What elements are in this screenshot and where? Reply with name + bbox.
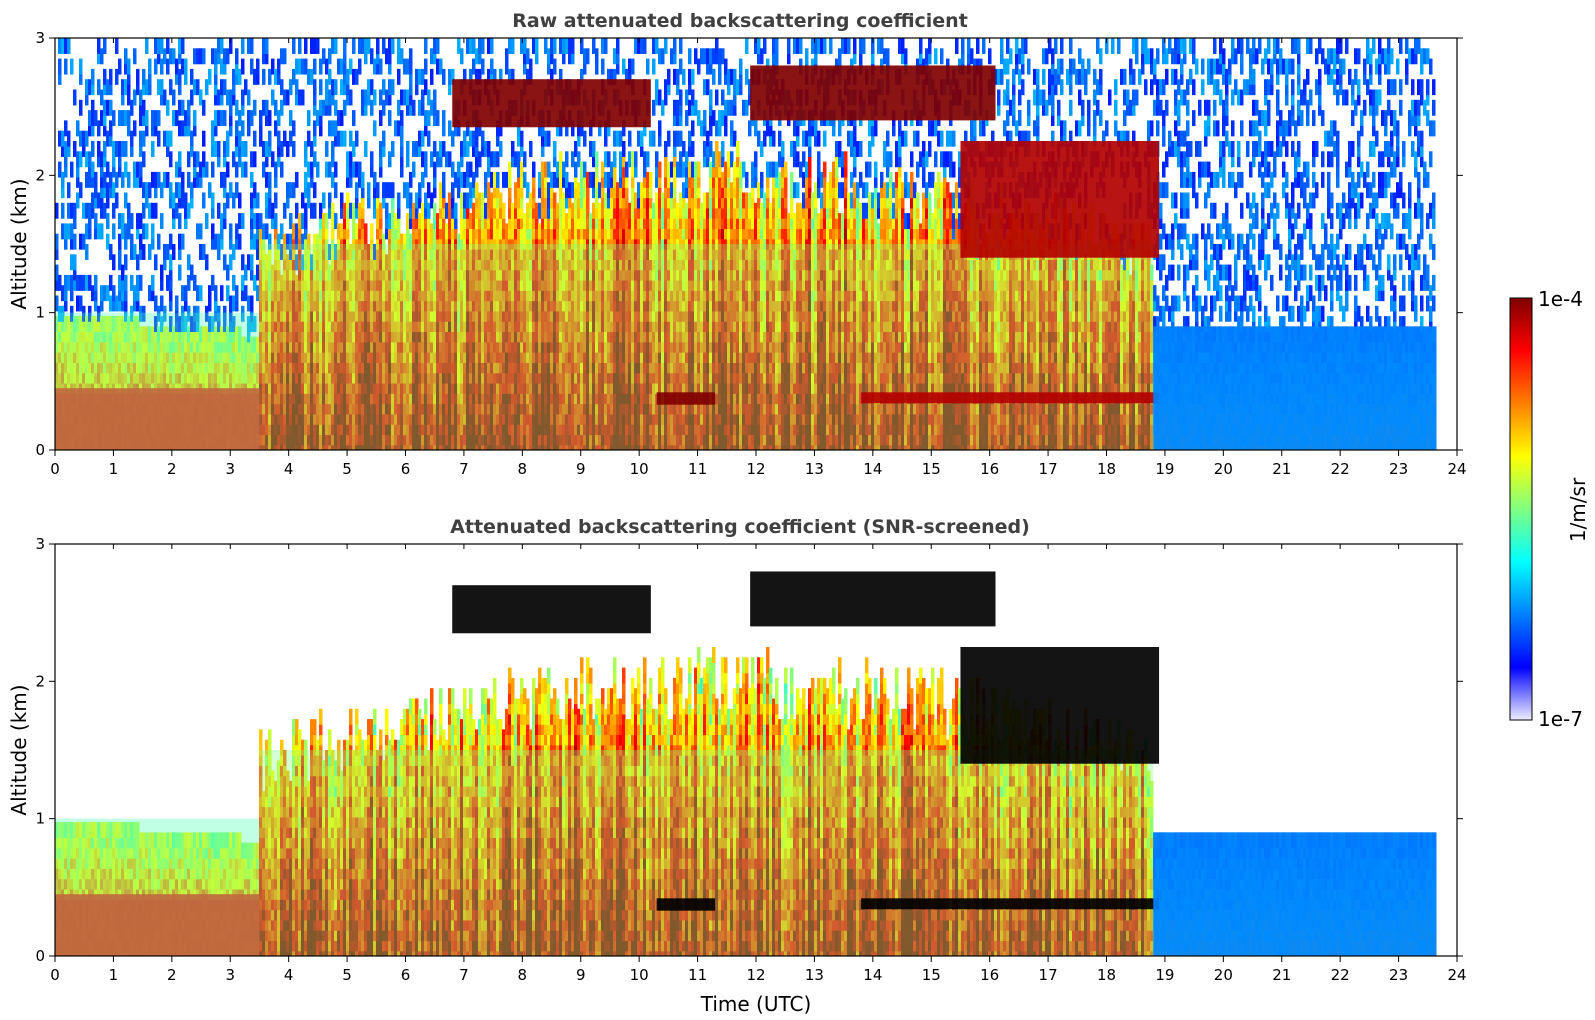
colorbar-min-label: 1e-7 [1538,707,1583,731]
x-tick-label: 14 [863,966,882,984]
x-tick-label: 23 [1389,460,1408,478]
layer-elevated-layer [960,141,1160,258]
layer-low-cloud [861,898,1160,910]
panel-raw-title: Raw attenuated backscattering coefficien… [512,10,968,32]
x-tick-label: 7 [459,966,469,984]
x-tick-label: 6 [401,460,411,478]
panel-raw-y-axis: 0 1 2 3 [35,29,1463,459]
x-tick-label: 12 [746,966,765,984]
layer-cloud-layer [750,571,996,627]
x-tick-label: 16 [980,966,999,984]
x-tick-label: 11 [688,966,707,984]
x-tick-label: 19 [1155,966,1174,984]
x-tick-label: 2 [167,966,177,984]
x-tick-label: 12 [746,460,765,478]
x-tick-label: 8 [518,966,528,984]
layer-surface-aerosol-layer [55,894,260,956]
layer-low-cloud [861,392,1160,404]
x-tick-label: 22 [1331,460,1350,478]
x-tick-label: 1 [109,966,119,984]
y-tick-label: 2 [35,672,45,690]
x-tick-label: 7 [459,460,469,478]
x-tick-label: 5 [342,966,352,984]
x-tick-label: 18 [1097,460,1116,478]
x-tick-label: 20 [1214,966,1233,984]
y-tick-label: 2 [35,166,45,184]
x-tick-label: 16 [980,460,999,478]
x-tick-label: 23 [1389,966,1408,984]
panel-raw-y-label: Altitude (km) [7,178,31,309]
x-tick-label: 22 [1331,966,1350,984]
y-tick-label: 1 [35,304,45,322]
layer-elevated-layer [960,647,1160,764]
x-tick-label: 5 [342,460,352,478]
x-tick-label: 8 [518,460,528,478]
layer-cloud-layer [452,79,651,128]
panel-screened-y-axis: 0 1 2 3 [35,535,1463,965]
x-tick-label: 24 [1447,966,1466,984]
layer-convective-mixed-layer [259,244,1154,450]
x-tick-label: 0 [50,460,60,478]
colorbar-unit-label: 1/m/sr [1566,477,1590,542]
x-tick-label: 13 [805,460,824,478]
x-tick-label: 4 [284,966,294,984]
panel-raw-heatmap [55,38,1457,450]
x-tick-label: 2 [167,460,177,478]
x-tick-label: 14 [863,460,882,478]
layer-boundary-layer [55,312,260,450]
panel-screened-x-axis: 0 1 2 3 4 5 6 7 8 9 10 11 12 13 14 15 16 17 18 19 20 21 22 23 24 [50,544,1467,984]
x-tick-label: 10 [630,460,649,478]
x-tick-label: 15 [922,966,941,984]
x-tick-label: 21 [1272,460,1291,478]
x-tick-label: 4 [284,460,294,478]
x-tick-label: 0 [50,966,60,984]
colorbar-bar [1509,297,1533,721]
panel-screened: Attenuated backscattering coefficient (S… [7,516,1467,1016]
panel-screened-y-label: Altitude (km) [7,684,31,815]
x-tick-label: 6 [401,966,411,984]
x-tick-label: 19 [1155,460,1174,478]
panel-screened-x-label: Time (UTC) [700,992,812,1016]
panel-screened-title: Attenuated backscattering coefficient (S… [450,516,1030,538]
y-tick-label: 0 [35,947,45,965]
x-tick-label: 17 [1039,966,1058,984]
layer-residual-layer [1153,326,1437,450]
y-tick-label: 3 [35,535,45,553]
x-tick-label: 10 [630,966,649,984]
x-tick-label: 24 [1447,460,1466,478]
x-tick-label: 20 [1214,460,1233,478]
y-tick-label: 3 [35,29,45,47]
x-tick-label: 11 [688,460,707,478]
x-tick-label: 18 [1097,966,1116,984]
layer-convective-mixed-layer [259,750,1154,956]
colorbar-max-label: 1e-4 [1538,287,1583,311]
x-tick-label: 17 [1039,460,1058,478]
layer-surface-aerosol-layer [55,388,260,450]
x-tick-label: 21 [1272,966,1291,984]
x-tick-label: 15 [922,460,941,478]
layer-cloud-layer [750,65,996,121]
x-tick-label: 13 [805,966,824,984]
layer-low-cloud [656,392,716,405]
x-tick-label: 1 [109,460,119,478]
x-tick-label: 9 [576,460,586,478]
colorbar: 1e-4 1e-7 1/m/sr [1509,287,1590,731]
panel-raw-x-axis: 0 1 2 3 4 5 6 7 8 9 10 11 12 13 14 15 16 17 18 19 20 21 22 23 24 [50,38,1467,478]
x-tick-label: 3 [225,460,235,478]
panel-screened-heatmap [55,544,1457,956]
layer-residual-layer [1153,832,1437,956]
x-tick-label: 9 [576,966,586,984]
layer-boundary-layer [55,818,260,956]
y-tick-label: 0 [35,441,45,459]
x-tick-label: 3 [225,966,235,984]
layer-cloud-layer [452,585,651,634]
layer-low-cloud [656,898,716,911]
y-tick-label: 1 [35,810,45,828]
panel-raw: Raw attenuated backscattering coefficien… [7,10,1467,478]
